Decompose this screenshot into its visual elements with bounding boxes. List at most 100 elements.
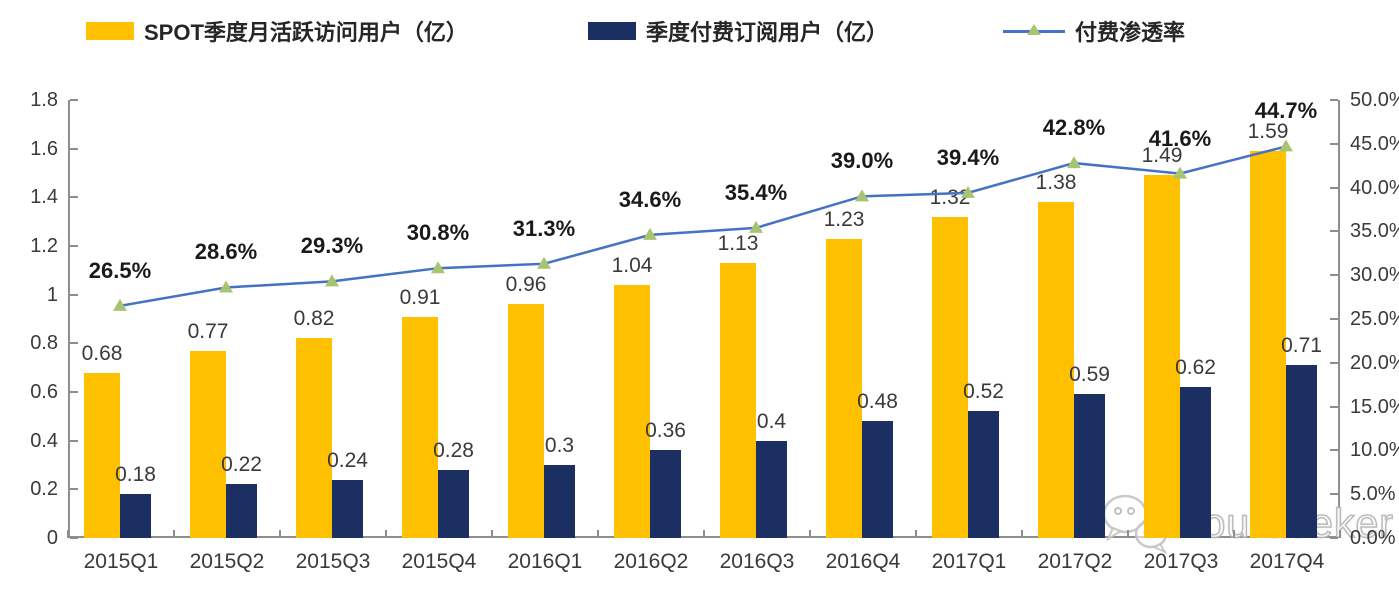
x-axis-label: 2015Q2 xyxy=(189,550,265,573)
triangle-marker-icon xyxy=(1067,156,1081,169)
penetration-rate-label: 29.3% xyxy=(300,233,364,259)
y-axis-right-tick xyxy=(1330,361,1338,364)
y-axis-right-tick xyxy=(1330,142,1338,145)
triangle-marker-icon xyxy=(1173,166,1187,179)
y-axis-right-label: 35.0% xyxy=(1350,220,1399,243)
bar-subs-value-label: 0.3 xyxy=(544,434,575,457)
y-axis-right-tick xyxy=(1330,99,1338,101)
y-axis-left-tick xyxy=(70,488,78,491)
bar-subs xyxy=(544,465,575,538)
bar-mau-value-label: 1.04 xyxy=(611,253,653,277)
x-axis-label: 2016Q1 xyxy=(507,550,583,573)
x-axis-tick xyxy=(491,530,493,538)
bar-mau-value-label: 0.68 xyxy=(81,341,123,365)
y-axis-left-label: 1.2 xyxy=(30,235,58,257)
legend-item-subs: 季度付费订阅用户（亿） xyxy=(588,15,888,47)
penetration-rate-label: 42.8% xyxy=(1042,115,1106,141)
legend-item-penetration: 付费渗透率 xyxy=(1003,15,1185,47)
y-axis-left-tick xyxy=(70,196,78,199)
y-axis-right-label: 15.0% xyxy=(1350,395,1399,418)
penetration-rate-label: 35.4% xyxy=(724,179,788,205)
y-axis-left-tick xyxy=(70,439,78,442)
y-axis-left-label: 0.2 xyxy=(30,478,58,501)
bar-subs-value-label: 0.62 xyxy=(1175,356,1216,380)
y-axis-right-label: 10.0% xyxy=(1350,439,1399,462)
bar-subs-value-label: 0.22 xyxy=(221,453,262,477)
mau-swatch xyxy=(86,22,134,40)
bar-mau xyxy=(84,372,120,538)
y-axis-right-label: 50.0% xyxy=(1350,89,1399,111)
x-axis-label: 2015Q1 xyxy=(83,550,159,573)
triangle-marker-icon xyxy=(325,274,339,287)
triangle-marker-icon xyxy=(537,256,551,269)
bar-subs xyxy=(1074,394,1105,538)
y-axis-left-tick xyxy=(70,537,78,539)
bar-mau xyxy=(614,284,650,538)
y-axis-right-tick xyxy=(1330,449,1338,452)
penetration-line xyxy=(113,139,1293,311)
subs-swatch xyxy=(588,22,636,40)
bar-mau xyxy=(296,338,332,538)
bar-subs-value-label: 0.71 xyxy=(1281,334,1322,358)
bar-subs xyxy=(332,479,363,538)
y-axis-right-label: 40.0% xyxy=(1350,176,1399,199)
x-axis-label: 2017Q4 xyxy=(1249,550,1325,573)
triangle-marker-icon xyxy=(1027,24,1041,35)
bar-mau-value-label: 0.82 xyxy=(293,307,335,331)
bar-mau-value-label: 1.32 xyxy=(929,185,971,209)
bar-subs-value-label: 0.59 xyxy=(1069,363,1110,387)
triangle-marker-icon xyxy=(749,220,763,233)
y-axis-left-tick xyxy=(70,245,78,247)
bar-subs-value-label: 0.18 xyxy=(115,463,156,487)
bar-mau xyxy=(402,316,438,538)
penetration-rate-label: 41.6% xyxy=(1148,125,1212,151)
bar-mau xyxy=(190,350,226,538)
x-axis-label: 2016Q4 xyxy=(825,550,901,573)
x-axis-tick xyxy=(1021,530,1023,538)
x-axis-tick xyxy=(385,530,387,538)
penetration-rate-label: 34.6% xyxy=(618,186,682,212)
triangle-marker-icon xyxy=(431,261,445,274)
y-axis-left-label: 1.8 xyxy=(30,89,58,111)
triangle-marker-icon xyxy=(961,185,975,198)
y-axis-right-tick xyxy=(1330,493,1338,496)
penetration-rate-label: 31.3% xyxy=(512,215,576,241)
x-axis-label: 2017Q1 xyxy=(931,550,1007,573)
bar-mau-value-label: 0.96 xyxy=(505,273,547,297)
triangle-marker-icon xyxy=(855,189,869,202)
bar-mau xyxy=(508,304,544,538)
y-axis-right-tick xyxy=(1330,405,1338,408)
x-axis-tick xyxy=(67,530,69,538)
penetration-rate-label: 28.6% xyxy=(194,239,258,265)
bar-subs xyxy=(756,440,787,538)
legend-label-penetration: 付费渗透率 xyxy=(1075,20,1186,45)
y-axis-right-tick xyxy=(1330,186,1338,189)
x-axis-tick xyxy=(1233,530,1235,538)
legend-item-mau: SPOT季度月活跃访问用户（亿） xyxy=(86,15,468,47)
x-axis-label: 2016Q2 xyxy=(613,550,689,573)
y-axis-right-tick xyxy=(1330,274,1338,277)
x-axis-label: 2017Q2 xyxy=(1037,550,1113,573)
bar-subs-value-label: 0.36 xyxy=(645,419,686,443)
y-axis-right-tick xyxy=(1330,318,1338,320)
bar-subs xyxy=(968,411,999,538)
x-axis-tick xyxy=(809,530,811,538)
y-axis-left-label: 0.4 xyxy=(30,429,58,452)
bar-subs xyxy=(650,450,681,538)
bar-subs-value-label: 0.52 xyxy=(963,380,1004,404)
bar-mau-value-label: 1.59 xyxy=(1247,120,1289,144)
line-marker-swatch xyxy=(1003,21,1065,41)
bar-mau-value-label: 0.91 xyxy=(399,285,441,309)
bar-mau xyxy=(1144,175,1180,538)
bar-subs xyxy=(1180,387,1211,538)
y-axis-left-label: 0.8 xyxy=(30,332,58,355)
x-axis-tick xyxy=(915,530,917,538)
y-axis-left-label: 0 xyxy=(46,527,58,549)
y-axis-left-label: 1 xyxy=(46,283,58,306)
x-axis-label: 2015Q4 xyxy=(401,550,477,573)
triangle-marker-icon xyxy=(219,280,233,293)
y-axis-right-label: 25.0% xyxy=(1350,308,1399,330)
x-axis-tick xyxy=(173,530,175,538)
x-axis-tick xyxy=(597,530,599,538)
bar-mau xyxy=(720,263,756,538)
